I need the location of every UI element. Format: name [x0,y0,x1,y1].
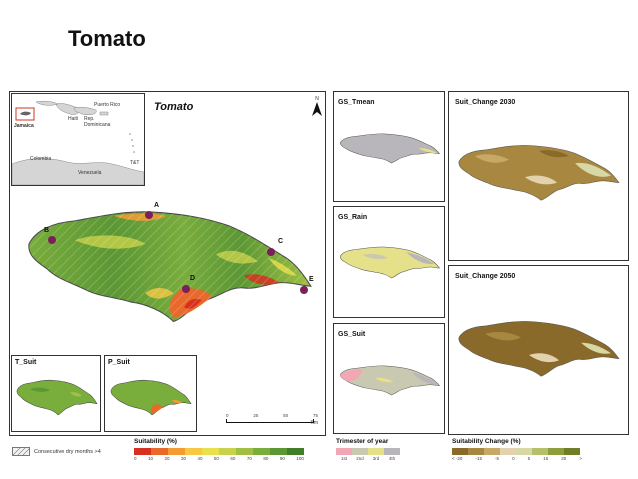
suitability-swatch-4 [202,448,219,455]
change-tick-2: -5 [495,456,500,461]
suitability-legend-title: Suitability (%) [134,438,177,445]
gs-suit-title: GS_Suit [338,331,366,338]
change-legend: Suitability Change (%) < -20 -15 -5 0 5 15 20 > [452,438,582,461]
trimester-tick-0: 1st [340,456,347,461]
suitability-tick-8: 80 [263,456,269,461]
change-tick-5: 15 [543,456,549,461]
suitability-tick-4: 40 [197,456,203,461]
suitability-tick-9: 90 [279,456,285,461]
hatch-swatch-icon [12,447,30,456]
suitability-swatch-2 [168,448,185,455]
scale-tick-25: 25 [253,413,259,418]
site-point-e [300,286,308,294]
suitability-swatch-7 [253,448,270,455]
t-suit-title: T_Suit [15,359,37,366]
trimester-swatch-3 [384,448,400,455]
site-label-e: E [309,276,314,283]
trimester-legend-title: Trimester of year [336,438,389,445]
change-tick-1: -15 [475,456,482,461]
change-swatch-5 [532,448,548,455]
slide-title: Tomato [68,26,146,51]
trimester-swatch-2 [368,448,384,455]
trimester-tick-3: 4th [388,456,396,461]
inset-label-haiti: Haiti [68,116,79,122]
site-label-b: B [44,227,50,234]
site-point-b [48,236,56,244]
change-tick-0: < -20 [452,456,463,461]
inset-label-jamaica: Jamaica [14,123,34,129]
gs-tmean-panel: GS_Tmean [333,91,445,202]
suitability-swatch-0 [134,448,151,455]
gs-rain-title: GS_Rain [338,214,368,221]
suitability-tick-10: 100 [296,456,304,461]
suitability-swatch-1 [151,448,168,455]
suit-change-2050-title: Suit_Change 2050 [455,273,516,280]
gs-tmean-title: GS_Tmean [338,99,375,106]
inset-label-puerto-rico: Puerto Rico [94,102,121,108]
scale-tick-50: 50 [283,413,289,418]
site-label-d: D [190,275,196,282]
suitability-swatch-3 [185,448,202,455]
suitability-tick-1: 10 [147,456,153,461]
scale-tick-0: 0 [226,413,229,418]
inset-label-tt: T&T [130,160,140,166]
change-swatch-3 [500,448,516,455]
change-swatch-7 [564,448,580,455]
scale-tick-75: 75 [312,413,318,418]
gs-rain-panel: GS_Rain [333,206,445,318]
inset-map: Haiti Puerto Rico Rep. Dominicana Jamaic… [11,93,145,186]
site-point-d [182,285,190,293]
suitability-tick-7: 70 [246,456,252,461]
scale-bar: 0 25 50 75 Km [226,413,319,426]
site-point-c [267,248,275,256]
change-tick-7: > [579,456,582,461]
change-swatch-1 [468,448,484,455]
change-swatch-4 [516,448,532,455]
trimester-legend: Trimester of year 1st 2nd 3rd 4th [336,438,406,461]
suit-change-2030-panel: Suit_Change 2030 [448,91,629,261]
suitability-tick-3: 30 [180,456,186,461]
suitability-swatch-8 [270,448,287,455]
site-label-a: A [154,202,160,209]
change-tick-3: 0 [512,456,515,461]
change-swatch-2 [484,448,500,455]
north-arrow-icon: N [312,96,322,116]
suit-change-2030-title: Suit_Change 2030 [455,99,516,106]
trimester-swatch-0 [336,448,352,455]
p-suit-title: P_Suit [108,359,130,366]
t-suit-panel: T_Suit [11,355,101,432]
change-tick-6: 20 [561,456,567,461]
trimester-tick-1: 2nd [356,456,364,461]
change-tick-4: 5 [527,456,531,461]
trimester-tick-2: 3rd [372,456,380,461]
suitability-swatch-9 [287,448,304,455]
suitability-tick-5: 50 [213,456,219,461]
suitability-tick-2: 20 [164,456,170,461]
dry-months-legend: Consecutive dry months >4 [12,447,101,456]
suitability-tick-0: 0 [134,456,137,461]
scale-unit: Km [310,420,319,426]
dry-months-label: Consecutive dry months >4 [34,448,101,455]
suitability-tick-6: 60 [230,456,236,461]
change-swatch-0 [452,448,468,455]
site-point-a [145,211,153,219]
p-suit-panel: P_Suit [104,355,197,432]
trimester-swatch-1 [352,448,368,455]
change-swatch-6 [548,448,564,455]
suitability-swatch-5 [219,448,236,455]
site-label-c: C [278,238,284,245]
main-suitability-map [27,210,312,323]
inset-label-rep-dominicana: Rep. Dominicana [84,116,111,128]
main-map-title: Tomato [154,101,194,113]
suitability-swatch-6 [236,448,253,455]
gs-suit-panel: GS_Suit [333,323,445,434]
inset-label-venezuela: Venezuela [78,170,102,176]
suitability-legend: Suitability (%) 0 10 20 30 40 50 60 70 80 90 100 [134,438,304,461]
change-legend-title: Suitability Change (%) [452,438,521,445]
inset-label-colombia: Colombia [30,156,52,162]
suit-change-2050-panel: Suit_Change 2050 [448,265,629,435]
